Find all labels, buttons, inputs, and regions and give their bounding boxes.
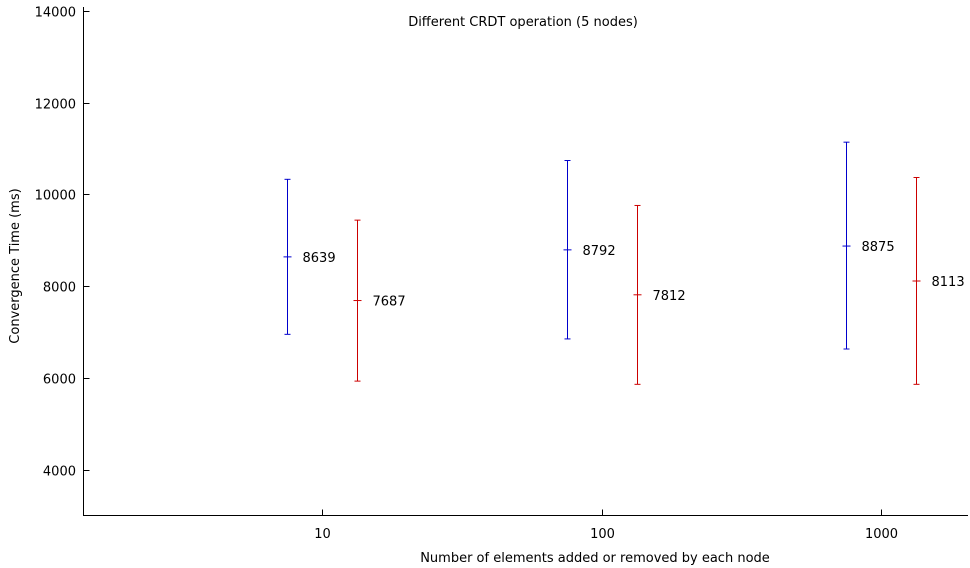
data-label: 8639 [303, 251, 336, 266]
data-label: 7812 [653, 289, 686, 304]
y-axis-title: Convergence Time (ms) [8, 188, 23, 343]
x-tick-label: 10 [314, 527, 331, 542]
series-0: 8639 8792 8875 [283, 141, 895, 350]
series-1: 7687 7812 8113 [353, 176, 965, 385]
series-layer: 8639 8792 8875 7687 7812 8113 [283, 141, 965, 385]
y-tick-label: 12000 [35, 98, 76, 113]
x-axis-ticks: 10 100 1000 [314, 509, 898, 542]
y-tick-label: 6000 [43, 373, 76, 388]
x-axis-title: Number of elements added or removed by e… [420, 551, 770, 566]
x-tick-label: 1000 [865, 527, 898, 542]
data-label: 7687 [373, 295, 406, 310]
x-tick-label: 100 [590, 527, 615, 542]
chart-title: Different CRDT operation (5 nodes) [408, 15, 638, 30]
y-tick-label: 4000 [43, 465, 76, 480]
data-label: 8113 [932, 275, 965, 290]
data-label: 8875 [862, 240, 895, 255]
y-tick-label: 14000 [35, 6, 76, 21]
y-axis-ticks: 4000 6000 8000 10000 12000 14000 [35, 6, 90, 480]
data-label: 8792 [583, 244, 616, 259]
y-tick-label: 10000 [35, 189, 76, 204]
y-tick-label: 8000 [43, 281, 76, 296]
